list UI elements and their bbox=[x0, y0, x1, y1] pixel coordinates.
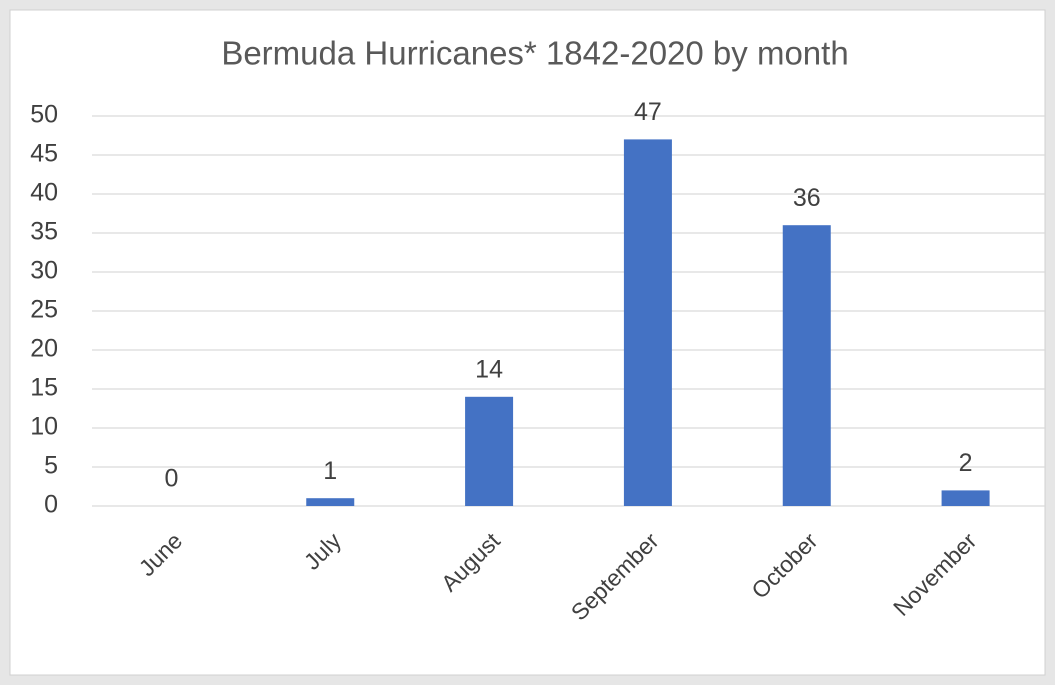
y-tick-label: 0 bbox=[44, 491, 58, 519]
y-tick-label: 5 bbox=[44, 452, 58, 480]
bar bbox=[465, 396, 514, 506]
data-label: 1 bbox=[323, 457, 337, 485]
data-label: 36 bbox=[793, 184, 821, 212]
data-label: 0 bbox=[164, 465, 178, 493]
y-tick-label: 25 bbox=[30, 296, 58, 324]
data-label: 14 bbox=[475, 355, 503, 383]
y-tick-label: 35 bbox=[30, 218, 58, 246]
bar bbox=[306, 498, 355, 506]
bar bbox=[782, 225, 831, 506]
y-tick-label: 30 bbox=[30, 257, 58, 285]
data-label: 2 bbox=[959, 449, 973, 477]
y-tick-label: 40 bbox=[30, 179, 58, 207]
y-tick-label: 50 bbox=[30, 101, 58, 129]
y-tick-label: 15 bbox=[30, 374, 58, 402]
y-tick-label: 20 bbox=[30, 335, 58, 363]
bar bbox=[623, 139, 672, 506]
y-tick-label: 45 bbox=[30, 140, 58, 168]
bar bbox=[941, 490, 990, 506]
data-label: 47 bbox=[634, 98, 662, 126]
y-tick-label: 10 bbox=[30, 413, 58, 441]
chart-title: Bermuda Hurricanes* 1842-2020 by month bbox=[221, 35, 848, 72]
chart-background bbox=[9, 9, 1046, 676]
